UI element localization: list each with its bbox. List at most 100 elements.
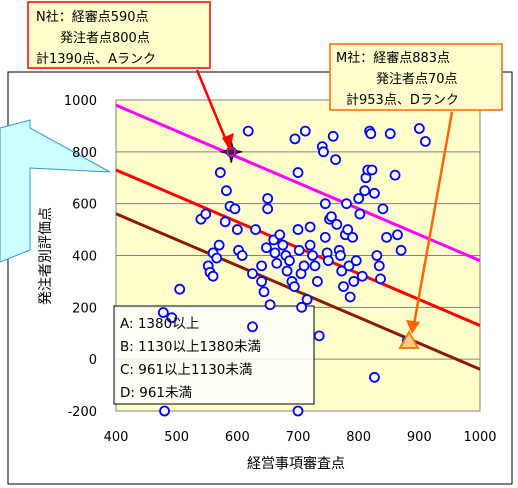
scatter-point <box>331 218 343 230</box>
scatter-point <box>304 221 316 233</box>
scatter-point <box>247 321 258 333</box>
scatter-point <box>236 250 248 261</box>
scatter-point <box>377 203 389 215</box>
scatter-point <box>277 239 289 251</box>
scatter-point <box>211 252 223 264</box>
scatter-point <box>288 281 300 293</box>
scatter-point <box>269 247 281 259</box>
scatter-point <box>298 260 310 272</box>
scatter-point <box>381 231 392 243</box>
scatter-point <box>157 307 169 318</box>
scatter-point <box>289 133 301 145</box>
scatter-point <box>375 273 386 285</box>
scatter-point <box>341 198 352 210</box>
scatter-point <box>159 405 170 417</box>
scatter-point <box>262 193 274 204</box>
scatter-point <box>359 185 371 197</box>
scatter-point <box>330 154 342 166</box>
y-tick-label: 800 <box>72 146 97 161</box>
scatter-point <box>219 216 231 228</box>
scatter-point <box>347 231 359 243</box>
rank-legend-a: A: 1380以上 <box>120 316 199 332</box>
n-company-marker <box>220 140 243 163</box>
scatter-point <box>281 265 293 277</box>
scatter-point <box>338 281 349 293</box>
scatter-point <box>353 193 365 204</box>
scatter-point <box>293 244 305 256</box>
scatter-point <box>271 257 283 269</box>
axis-ticks: 400 500 600 700 800 900 1000 -200 0 200 400 600 800 1… <box>64 94 497 445</box>
x-axis-title: 経営事項審査点 <box>247 456 345 472</box>
m-callout-box <box>329 43 503 111</box>
scatter-point <box>384 128 396 140</box>
scatter-point <box>307 250 318 261</box>
scatter-point <box>322 255 334 267</box>
m-callout-line-2: 発注者点70点 <box>376 72 458 87</box>
scatter-point <box>292 167 304 178</box>
scatter-point <box>231 224 243 235</box>
n-callout-line-1: N社：経審点590点 <box>36 9 149 25</box>
scatter-point <box>274 229 286 241</box>
y-tick-label: 600 <box>72 198 97 213</box>
rank-legend-b: B: 1130以上1380未満 <box>120 339 261 355</box>
scatter-point <box>371 250 383 261</box>
n-company-ring <box>226 147 237 157</box>
scatter-point <box>350 255 362 267</box>
scatter-point <box>292 405 304 417</box>
scatter-point <box>264 299 276 311</box>
scatter-points <box>157 123 431 417</box>
rank-legend-c: C: 961以上1130未満 <box>120 362 252 378</box>
scatter-point <box>242 125 254 137</box>
scatter-point <box>256 276 268 287</box>
y-tick-label: 0 <box>89 353 97 368</box>
scatter-point <box>342 224 354 235</box>
rank-legend: A: 1380以上 B: 1130以上1380未満 C: 961以上1130未満… <box>120 316 261 401</box>
side-callout <box>0 119 111 263</box>
scatter-point <box>258 286 270 298</box>
scatter-point <box>174 283 186 295</box>
scatter-point <box>325 211 337 223</box>
rank-legend-box <box>113 305 315 405</box>
scatter-point <box>392 229 403 241</box>
scatter-point <box>261 242 272 254</box>
m-arrowhead <box>406 320 420 334</box>
y-axis-title: 発注者別評価点 <box>38 207 54 305</box>
x-tick-label: 600 <box>225 430 250 445</box>
scatter-point <box>354 208 366 220</box>
x-tick-label: 900 <box>407 430 432 445</box>
scatter-point <box>327 130 339 142</box>
y-tick-label: 200 <box>72 301 97 316</box>
scatter-point <box>221 185 232 197</box>
scatter-point <box>207 270 219 282</box>
scatter-point <box>369 371 380 383</box>
scatter-point <box>312 276 323 287</box>
n-callout-arrow <box>195 69 232 151</box>
scatter-point <box>284 255 295 267</box>
scatter-point <box>343 260 355 272</box>
rank-legend-d: D: 961未満 <box>120 385 192 401</box>
y-tick-label: -200 <box>67 405 97 420</box>
scatter-point <box>214 167 226 178</box>
scatter-point <box>319 231 331 243</box>
scatter-point <box>296 301 308 313</box>
scatter-point <box>356 270 368 282</box>
x-tick-label: 700 <box>286 430 311 445</box>
n-callout-line-2: 発注者点800点 <box>60 31 150 46</box>
y-tick-label: 1000 <box>64 94 97 109</box>
scatter-point <box>299 125 311 137</box>
scatter-point <box>318 146 329 158</box>
m-callout-line-1: M社：経審点883点 <box>336 50 450 66</box>
scatter-point <box>200 208 212 220</box>
scatter-point <box>304 239 316 251</box>
scatter-point <box>369 187 380 199</box>
x-tick-label: 1000 <box>463 430 496 445</box>
scatter-point <box>262 203 274 215</box>
scatter-point <box>344 291 356 303</box>
scatter-point <box>301 294 313 305</box>
scatter-point <box>366 164 378 176</box>
scatter-point <box>419 136 431 147</box>
x-tick-label: 400 <box>104 430 129 445</box>
scatter-point <box>250 224 261 235</box>
scatter-point <box>256 260 268 272</box>
